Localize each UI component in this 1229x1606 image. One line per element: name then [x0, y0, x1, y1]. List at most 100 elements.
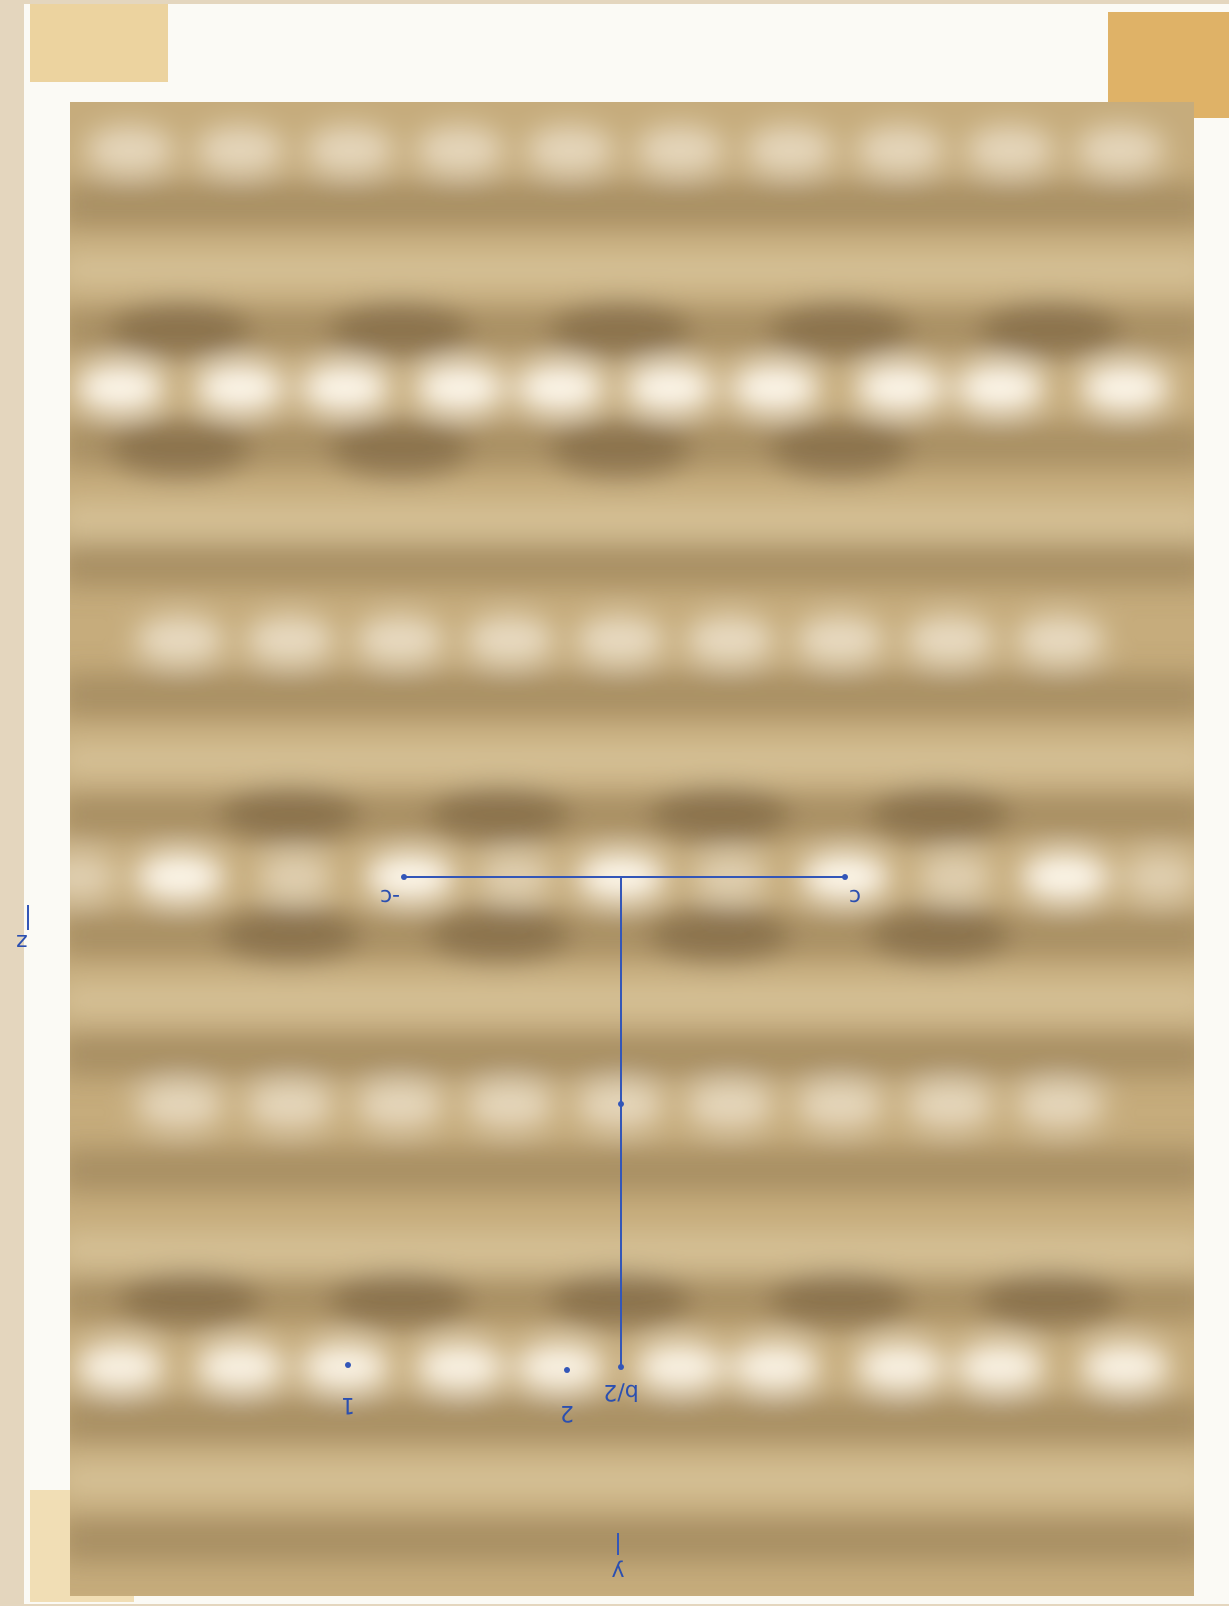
bright-spot	[625, 364, 715, 412]
bright-spot	[245, 1081, 335, 1129]
dark-spot	[430, 905, 570, 965]
page: -c c b/2 1 2 z y (() => { const data = J…	[0, 0, 1229, 1606]
light-band	[60, 1232, 1210, 1268]
dark-spot	[770, 1270, 910, 1330]
bright-spot	[1080, 1343, 1170, 1391]
bright-spot	[795, 616, 885, 664]
bright-spot	[135, 1081, 225, 1129]
bright-spot	[415, 1343, 505, 1391]
point	[401, 874, 407, 880]
tape	[30, 4, 168, 82]
point	[842, 874, 848, 880]
bright-spot	[905, 616, 995, 664]
bright-spot	[1020, 853, 1110, 901]
bright-spot	[305, 126, 395, 174]
bright-spot	[1080, 364, 1170, 412]
label-c: c	[849, 884, 861, 909]
bright-spot	[685, 1081, 775, 1129]
bright-spot	[355, 616, 445, 664]
bright-spot	[955, 364, 1045, 412]
dark-spot	[220, 785, 360, 845]
bright-spot	[257, 853, 333, 901]
dark-band	[60, 543, 1210, 587]
bright-spot	[195, 126, 285, 174]
bright-spot	[75, 364, 165, 412]
light-band	[60, 502, 1210, 538]
bright-spot	[415, 364, 505, 412]
dark-spot	[330, 420, 470, 480]
bright-spot	[795, 1081, 885, 1129]
light-band	[60, 982, 1210, 1018]
label-y: y	[611, 1559, 624, 1584]
dark-spot	[330, 1270, 470, 1330]
light-band	[60, 742, 1210, 778]
bright-spot	[415, 126, 505, 174]
dark-spot	[330, 300, 470, 360]
dark-spot	[110, 420, 250, 480]
bright-spot	[855, 364, 945, 412]
bright-spot	[855, 126, 945, 174]
dark-spot	[550, 300, 690, 360]
point	[345, 1362, 351, 1368]
bright-spot	[1122, 853, 1198, 901]
light-band	[60, 1462, 1210, 1498]
dark-spot	[550, 420, 690, 480]
bright-spot	[635, 1343, 725, 1391]
point	[618, 1101, 624, 1107]
bright-spot	[245, 616, 335, 664]
dark-spot	[430, 785, 570, 845]
bright-spot	[575, 616, 665, 664]
bright-spot	[955, 1343, 1045, 1391]
bright-spot	[965, 126, 1055, 174]
bright-spot	[685, 616, 775, 664]
bright-spot	[855, 1343, 945, 1391]
bright-spot	[195, 364, 285, 412]
label-z: z	[16, 929, 28, 954]
bright-spot	[1075, 126, 1165, 174]
dark-band	[60, 673, 1210, 717]
bright-spot	[525, 126, 615, 174]
dark-spot	[120, 1270, 260, 1330]
point	[564, 1367, 570, 1373]
label-1: 1	[341, 1392, 355, 1417]
dark-spot	[980, 1270, 1120, 1330]
dark-spot	[220, 905, 360, 965]
scan: -c c b/2 1 2 z y	[0, 0, 1229, 1606]
label-b-half: b/2	[603, 1379, 638, 1404]
bright-spot	[195, 1343, 285, 1391]
bright-spot	[135, 853, 225, 901]
dark-spot	[650, 905, 790, 965]
bright-spot	[85, 126, 175, 174]
label-2: 2	[560, 1400, 574, 1425]
bright-spot	[635, 126, 725, 174]
bright-spot	[465, 616, 555, 664]
bright-spot	[917, 853, 993, 901]
bright-spot	[300, 1343, 390, 1391]
bright-spot	[355, 1081, 445, 1129]
dark-band	[60, 1033, 1210, 1077]
label-minus-c: -c	[380, 884, 400, 909]
dark-band	[60, 1518, 1210, 1562]
dark-spot	[770, 300, 910, 360]
dark-spot	[980, 300, 1120, 360]
bright-spot	[75, 1343, 165, 1391]
point	[618, 1364, 624, 1370]
bright-spot	[135, 616, 225, 664]
dark-spot	[870, 785, 1010, 845]
dark-spot	[770, 420, 910, 480]
light-band	[60, 252, 1210, 288]
dark-spot	[870, 905, 1010, 965]
bright-spot	[465, 1081, 555, 1129]
bright-spot	[745, 126, 835, 174]
dark-band	[60, 183, 1210, 227]
bright-spot	[730, 364, 820, 412]
bright-spot	[300, 364, 390, 412]
dark-spot	[650, 785, 790, 845]
bright-spot	[730, 1343, 820, 1391]
bright-spot	[515, 364, 605, 412]
bright-spot	[905, 1081, 995, 1129]
bright-spot	[1015, 616, 1105, 664]
dark-band	[60, 1148, 1210, 1192]
bright-spot	[515, 1343, 605, 1391]
dark-spot	[110, 300, 250, 360]
